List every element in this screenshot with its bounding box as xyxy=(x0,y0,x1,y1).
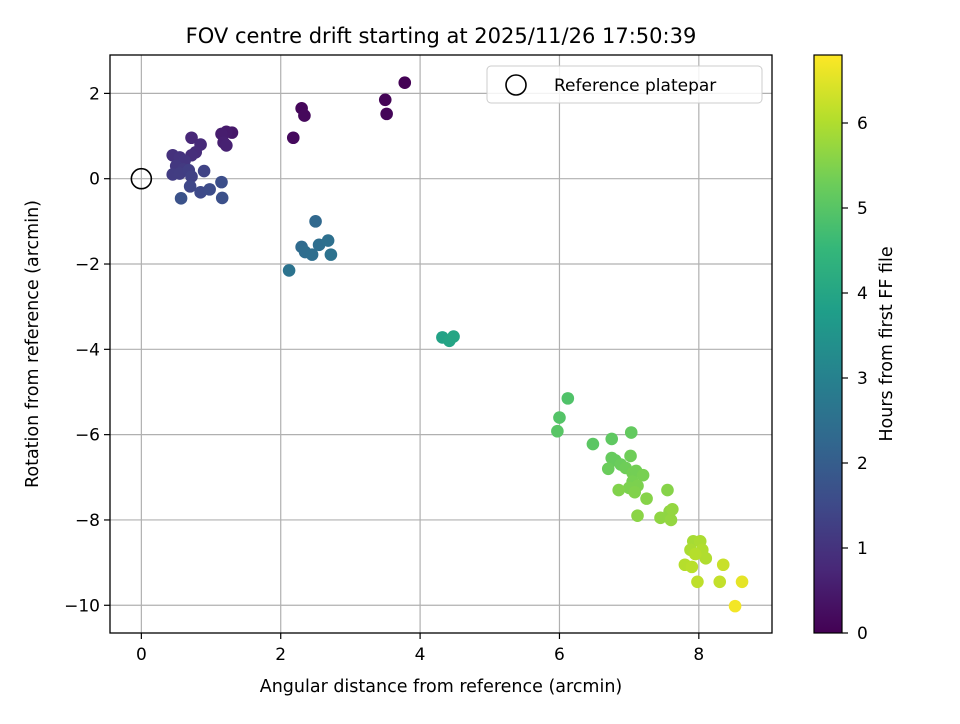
data-point xyxy=(398,76,412,90)
data-point xyxy=(309,215,322,228)
legend-marker-reference xyxy=(505,74,527,96)
data-point xyxy=(553,411,566,424)
y-tick-label: 0 xyxy=(89,170,100,190)
data-point xyxy=(664,513,678,527)
plot-frame xyxy=(109,54,773,634)
colorbar-gradient xyxy=(813,54,843,634)
colorbar-ticks: 0 1 2 3 4 5 6 xyxy=(842,114,868,644)
data-point xyxy=(689,547,702,561)
x-axis-ticks: 0 2 4 6 8 xyxy=(136,633,704,665)
data-point xyxy=(185,170,198,183)
data-point xyxy=(612,483,625,497)
colorbar-tick-label: 5 xyxy=(857,199,868,219)
y-tick-label: −4 xyxy=(75,340,100,360)
data-point xyxy=(666,502,679,516)
data-point xyxy=(380,107,393,121)
y-tick-label: 2 xyxy=(89,84,100,104)
data-point xyxy=(661,483,674,497)
x-tick-label: 8 xyxy=(693,645,704,665)
colorbar-tick-label: 3 xyxy=(857,369,868,389)
data-point xyxy=(586,437,600,451)
legend-label-reference: Reference platepar xyxy=(554,76,716,96)
y-axis-ticks: 2 0 −2 −4 −6 −8 −10 xyxy=(64,84,110,616)
data-point xyxy=(735,575,749,589)
data-point xyxy=(183,180,197,193)
data-point xyxy=(716,558,730,572)
colorbar-tick-label: 2 xyxy=(857,454,868,474)
data-point xyxy=(197,164,211,178)
data-point xyxy=(636,468,650,482)
colorbar-tick-label: 4 xyxy=(857,284,868,304)
data-point xyxy=(324,248,338,261)
data-point xyxy=(298,109,311,122)
data-point xyxy=(624,449,637,463)
data-point xyxy=(185,131,198,145)
data-point xyxy=(551,424,564,438)
colorbar-label: Hours from first FF file xyxy=(877,246,897,441)
y-tick-label: −6 xyxy=(75,426,100,446)
data-point xyxy=(561,392,575,405)
data-point xyxy=(640,492,653,505)
data-point xyxy=(601,462,615,476)
data-point xyxy=(378,93,392,107)
gridlines xyxy=(110,55,772,633)
data-point xyxy=(691,575,704,589)
colorbar: 0 1 2 3 4 5 6 Hours from first FF file xyxy=(813,54,897,644)
data-point xyxy=(215,175,228,189)
data-point xyxy=(282,264,296,277)
colorbar-tick-label: 6 xyxy=(857,114,868,134)
data-point xyxy=(628,485,642,499)
y-tick-label: −2 xyxy=(75,255,100,275)
reference-marker-group xyxy=(130,167,153,190)
y-axis-label: Rotation from reference (arcmin) xyxy=(23,200,43,488)
x-axis-label: Angular distance from reference (arcmin) xyxy=(260,677,623,697)
data-point xyxy=(174,192,188,205)
chart-title: FOV centre drift starting at 2025/11/26 … xyxy=(186,24,697,48)
data-point xyxy=(220,139,233,152)
data-point xyxy=(321,234,335,247)
data-point xyxy=(631,509,644,522)
x-tick-label: 6 xyxy=(554,645,565,665)
data-points xyxy=(166,76,749,613)
data-point xyxy=(654,511,667,525)
data-point xyxy=(305,248,319,261)
x-tick-label: 0 xyxy=(136,645,147,665)
y-tick-label: −10 xyxy=(64,596,100,616)
data-point xyxy=(685,560,699,574)
legend: Reference platepar xyxy=(486,65,763,104)
legend-box xyxy=(486,65,763,104)
data-point xyxy=(215,191,229,205)
colorbar-tick-label: 0 xyxy=(857,624,868,644)
y-tick-label: −8 xyxy=(75,511,100,531)
data-point xyxy=(713,575,727,589)
data-point xyxy=(624,426,638,439)
reference-platepar-marker xyxy=(130,167,153,190)
x-tick-label: 2 xyxy=(275,645,286,665)
data-point xyxy=(203,183,216,196)
data-point xyxy=(605,432,619,446)
data-point xyxy=(728,599,742,613)
x-tick-label: 4 xyxy=(415,645,426,665)
data-point xyxy=(286,131,300,145)
colorbar-tick-label: 1 xyxy=(857,539,868,559)
data-point xyxy=(699,552,713,565)
data-point xyxy=(447,330,460,343)
